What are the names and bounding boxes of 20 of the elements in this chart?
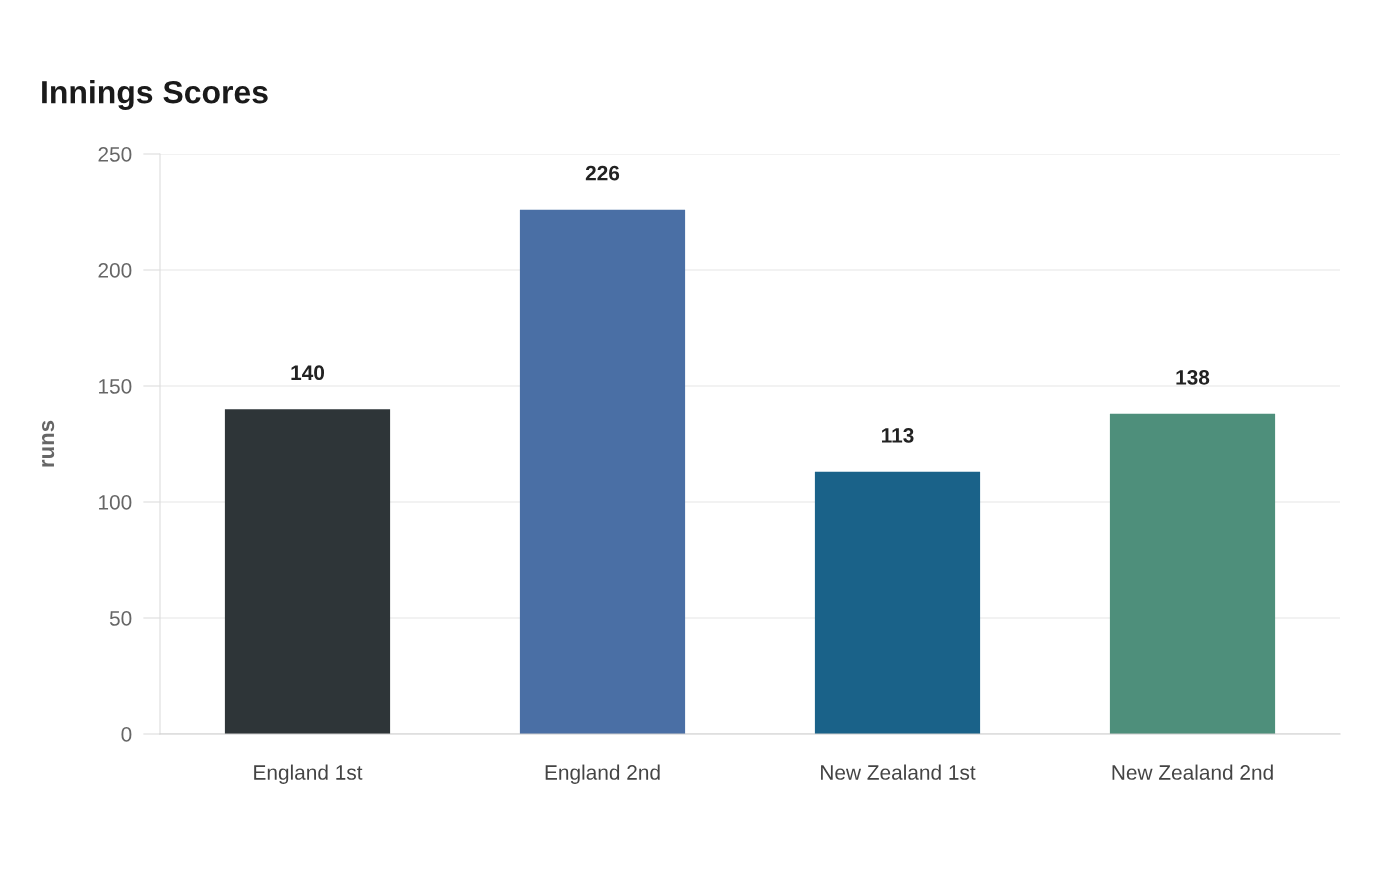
y-tick-label: 150	[99, 379, 132, 394]
y-axis-title: runs	[42, 420, 55, 467]
data-label: 113	[882, 427, 914, 443]
y-tick-label: 100	[99, 495, 132, 510]
data-label: 140	[291, 365, 325, 381]
x-tick-label: England 1st	[254, 764, 363, 784]
bar	[814, 471, 981, 734]
chart-title: Innings Scores	[42, 80, 268, 110]
x-tick-label: New Zealand 2nd	[1112, 764, 1273, 780]
x-tick-label: England 2nd	[545, 764, 660, 784]
bar	[519, 209, 686, 734]
y-tick-label: 200	[98, 263, 132, 278]
bar	[1109, 413, 1276, 734]
y-tick-label: 250	[98, 147, 132, 162]
data-label: 138	[1176, 369, 1210, 385]
bar	[224, 409, 391, 734]
y-tick-label: 0	[121, 727, 132, 742]
y-tick-label: 50	[109, 611, 132, 626]
data-label: 226	[585, 165, 620, 181]
x-tick-label: New Zealand 1st	[821, 764, 976, 780]
